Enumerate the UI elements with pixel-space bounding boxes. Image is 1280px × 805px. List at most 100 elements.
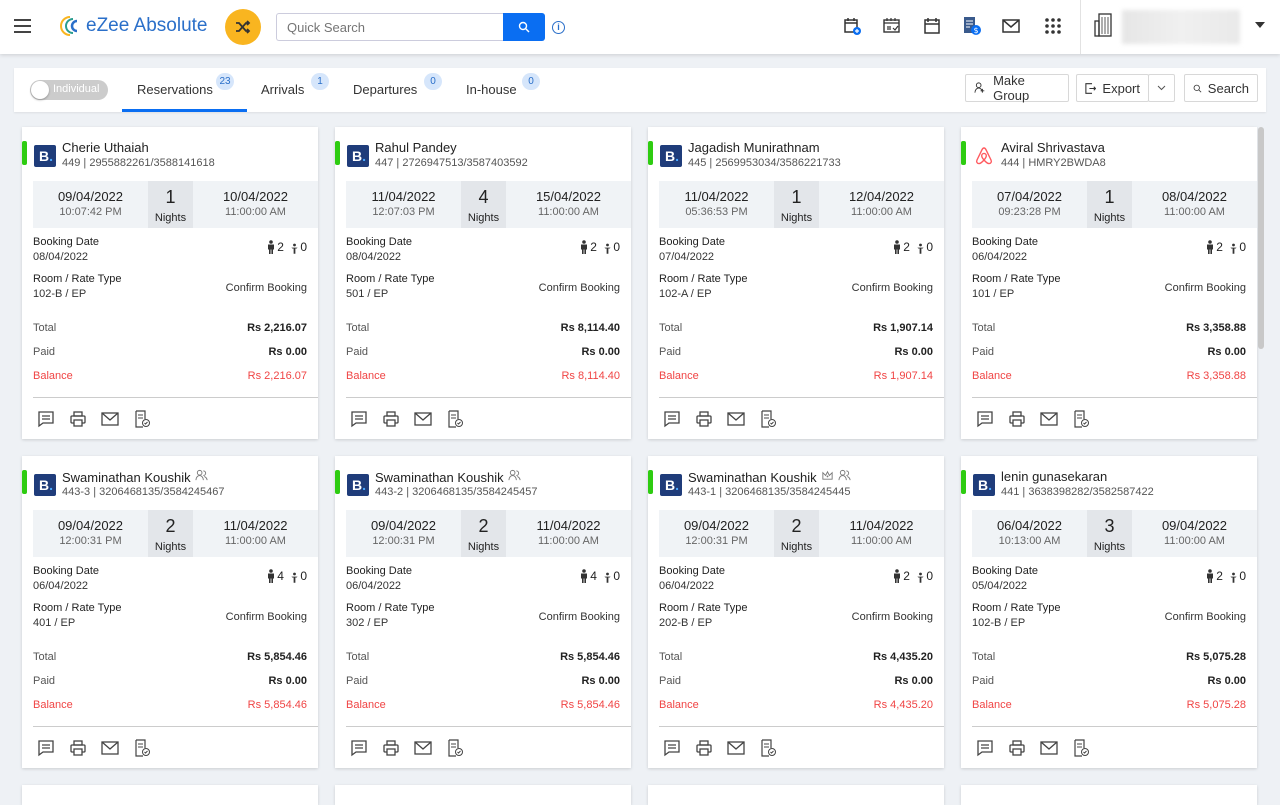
mail-icon[interactable] [414,410,432,428]
guest-name: Swaminathan Koushik [375,469,504,485]
guest-name-row[interactable]: Swaminathan Koushik [688,469,851,485]
nights-box: 1 Nights [148,181,193,228]
reservation-card[interactable] [22,785,318,805]
guest-name-row[interactable]: Cherie Uthaiah [62,140,149,155]
folio-check-icon[interactable] [446,739,464,757]
stay-dates: 09/04/2022 10:07:42 PM 1 Nights 10/04/2022… [33,181,318,228]
guest-name-row[interactable]: Jagadish Munirathnam [688,140,820,155]
shuffle-button[interactable] [225,9,261,45]
tab-departures[interactable]: Departures [353,82,417,97]
booking-date-value: 07/04/2022 [659,251,715,263]
reservation-card[interactable]: B. Swaminathan Koushik 443-2 | 320646813… [335,456,631,768]
tab-in-house[interactable]: In-house [466,82,517,97]
property-building-icon[interactable] [1094,13,1116,37]
info-icon[interactable]: i [552,21,565,34]
guest-name: Swaminathan Koushik [62,469,191,485]
folio-check-icon[interactable] [1072,739,1090,757]
reservation-number: 443-2 | 3206468135/3584245457 [375,486,538,498]
comment-icon[interactable] [663,410,681,428]
print-icon[interactable] [695,410,713,428]
make-group-button[interactable]: Make Group [965,73,1069,103]
folio-check-icon[interactable] [759,739,777,757]
print-icon[interactable] [69,739,87,757]
guest-name-row[interactable]: Aviral Shrivastava [1001,140,1105,155]
apps-grid-icon[interactable] [1043,16,1063,36]
comment-icon[interactable] [350,739,368,757]
comment-icon[interactable] [976,410,994,428]
folio-check-icon[interactable] [133,410,151,428]
individual-toggle[interactable]: Individual [30,80,108,100]
tab-arrivals[interactable]: Arrivals [261,82,304,97]
booking-com-logo: B. [973,474,995,496]
mail-icon[interactable] [101,739,119,757]
menu-icon[interactable] [14,19,31,33]
mail-icon[interactable] [727,410,745,428]
comment-icon[interactable] [663,739,681,757]
balance-label: Balance [659,699,699,711]
print-icon[interactable] [1008,739,1026,757]
folio-check-icon[interactable] [759,410,777,428]
scrollbar-thumb[interactable] [1258,127,1264,349]
folio-check-icon[interactable] [1072,410,1090,428]
booking-com-logo: B. [660,145,682,167]
reservation-card[interactable] [961,785,1257,805]
comment-icon[interactable] [976,739,994,757]
occupancy: 2 0 [267,240,307,254]
mail-icon[interactable] [1001,16,1021,36]
mail-icon[interactable] [1040,739,1058,757]
mail-icon[interactable] [1040,410,1058,428]
print-icon[interactable] [1008,410,1026,428]
print-icon[interactable] [695,739,713,757]
balance-amount: Rs 5,854.46 [560,699,620,711]
reservation-card[interactable] [648,785,944,805]
comment-icon[interactable] [350,410,368,428]
comment-icon[interactable] [37,410,55,428]
reservation-card[interactable]: Aviral Shrivastava 444 | HMRY2BWDA8 07/0… [961,127,1257,439]
mail-icon[interactable] [414,739,432,757]
app-logo[interactable]: eZee Absolute [58,14,207,38]
calendar-check-icon[interactable] [882,16,902,36]
reservation-number: 443-3 | 3206468135/3584245467 [62,486,225,498]
folio-check-icon[interactable] [133,739,151,757]
stay-dates: 09/04/2022 12:00:31 PM 2 Nights 11/04/2022… [659,510,944,557]
guest-name-row[interactable]: Swaminathan Koushik [62,469,208,485]
comment-icon[interactable] [37,739,55,757]
export-button[interactable]: Export [1076,74,1149,102]
reservation-card[interactable]: B. lenin gunasekaran 441 | 3638398282/35… [961,456,1257,768]
reservation-card[interactable]: B. Swaminathan Koushik 443-1 | 320646813… [648,456,944,768]
status-indicator [22,141,27,165]
balance-label: Balance [33,699,73,711]
mail-icon[interactable] [727,739,745,757]
print-icon[interactable] [382,410,400,428]
airbnb-logo-icon [975,147,993,165]
check-out: 15/04/2022 11:00:00 AM [506,189,631,218]
booking-com-logo: B. [347,145,369,167]
reservation-card[interactable] [335,785,631,805]
folio-check-icon[interactable] [446,410,464,428]
divider [346,726,631,727]
reservation-card[interactable]: B. Swaminathan Koushik 443-3 | 320646813… [22,456,318,768]
quick-search-button[interactable] [503,13,545,41]
search-button[interactable]: Search [1184,74,1258,102]
reservation-card[interactable]: B. Jagadish Munirathnam 445 | 2569953034… [648,127,944,439]
quick-search-input[interactable] [276,13,504,41]
print-icon[interactable] [382,739,400,757]
tab-reservations[interactable]: Reservations [137,82,213,97]
guest-name-row[interactable]: Rahul Pandey [375,140,457,155]
invoice-dollar-icon[interactable]: $ [962,16,982,36]
calendar-add-icon[interactable] [842,16,862,36]
export-dropdown-button[interactable] [1148,74,1175,102]
caret-down-icon[interactable] [1255,22,1265,28]
child-icon [291,572,298,583]
reservation-card[interactable]: B. Cherie Uthaiah 449 | 2955882261/35881… [22,127,318,439]
guest-name-row[interactable]: Swaminathan Koushik [375,469,521,485]
mail-icon[interactable] [101,410,119,428]
reservation-card[interactable]: B. Rahul Pandey 447 | 2726947513/3587403… [335,127,631,439]
nights-label: Nights [1093,541,1126,553]
property-selector[interactable] [1122,10,1240,44]
calendar-icon[interactable] [922,16,942,36]
room-rate-label: Room / Rate Type [33,273,122,285]
guest-name-row[interactable]: lenin gunasekaran [1001,469,1107,484]
occupancy: 2 0 [580,240,620,254]
print-icon[interactable] [69,410,87,428]
